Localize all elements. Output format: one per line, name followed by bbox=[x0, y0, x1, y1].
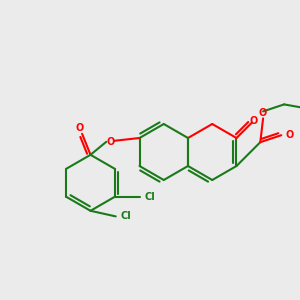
Text: O: O bbox=[106, 137, 114, 147]
Text: O: O bbox=[250, 116, 258, 126]
Text: O: O bbox=[285, 130, 293, 140]
Text: O: O bbox=[76, 123, 84, 133]
Text: Cl: Cl bbox=[145, 192, 155, 202]
Text: Cl: Cl bbox=[120, 212, 131, 221]
Text: O: O bbox=[259, 108, 267, 118]
